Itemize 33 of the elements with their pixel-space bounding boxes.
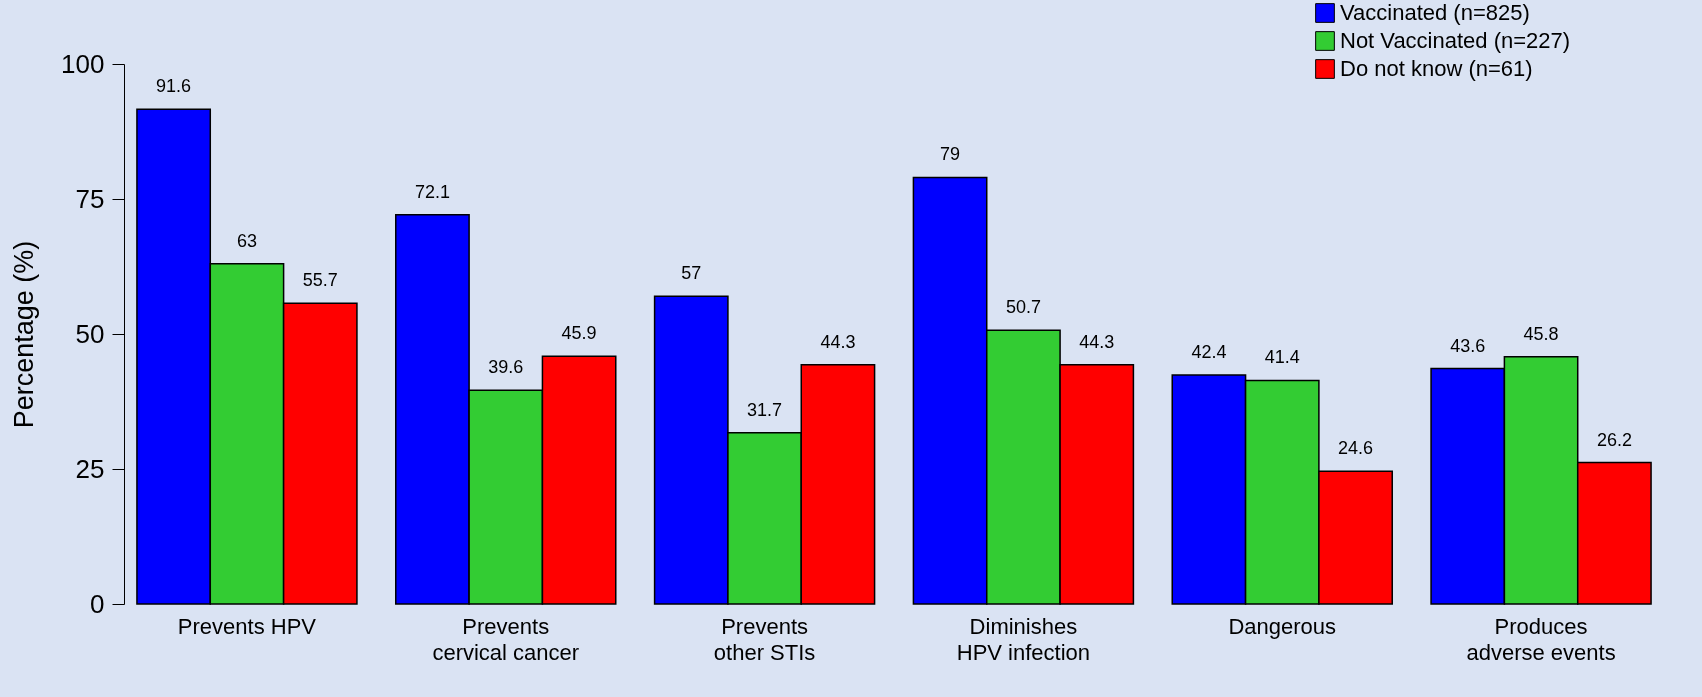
legend-label: Not Vaccinated (n=227): [1340, 28, 1571, 53]
x-tick-label: Prevents HPV: [177, 613, 317, 639]
y-axis-title: Percentage (%): [9, 240, 40, 429]
data-label: 24.6: [1338, 438, 1374, 459]
x-tick-label: Produces adverse events: [1466, 613, 1616, 665]
data-label: 63: [236, 230, 257, 251]
y-tick-label: 0: [90, 588, 105, 619]
data-label: 31.7: [747, 399, 783, 420]
y-tick-label: 100: [61, 48, 105, 79]
legend-label: Do not know (n=61): [1340, 56, 1533, 81]
data-label: 45.8: [1523, 323, 1559, 344]
data-label: 55.7: [302, 270, 338, 291]
data-label: 26.2: [1596, 429, 1632, 450]
data-label: 50.7: [1005, 297, 1041, 318]
data-label: 57: [681, 263, 702, 284]
x-tick-label: Diminishes HPV infection: [956, 613, 1091, 665]
data-label: 72.1: [414, 181, 450, 202]
data-label: 41.4: [1264, 347, 1300, 368]
x-tick-label: Dangerous: [1228, 613, 1337, 639]
legend-label: Vaccinated (n=825): [1340, 0, 1530, 25]
x-tick-label: Prevents cervical cancer: [432, 613, 580, 665]
data-label: 44.3: [1079, 331, 1115, 352]
data-label: 39.6: [488, 357, 524, 378]
y-tick-label: 25: [75, 453, 105, 484]
data-label: 79: [940, 144, 961, 165]
x-tick-label: Prevents other STIs: [713, 613, 816, 665]
data-label: 91.6: [156, 76, 192, 97]
data-label: 44.3: [820, 331, 856, 352]
data-label: 43.6: [1450, 335, 1486, 356]
y-tick-label: 75: [75, 183, 105, 214]
data-label: 45.9: [561, 323, 597, 344]
y-tick-label: 50: [75, 318, 105, 349]
data-label: 42.4: [1191, 342, 1227, 363]
